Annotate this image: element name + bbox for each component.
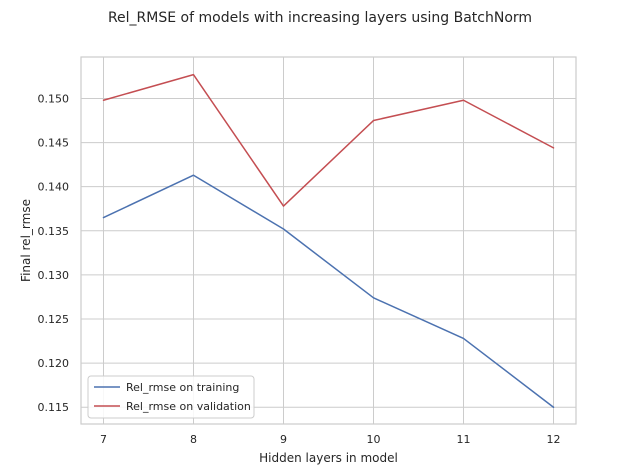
axis-ticks: 7 8 9 10 11 12 0.115 0.120 0.125 0.130 0.135 0.140 0… <box>38 92 561 446</box>
plot-series <box>102 73 555 408</box>
plot-area <box>80 56 577 425</box>
y-tick-label: 0.135 <box>38 225 70 238</box>
x-axis-label: Hidden layers in model <box>259 451 398 465</box>
x-tick-label: 9 <box>280 433 287 446</box>
series-line-2 <box>102 73 555 207</box>
y-tick-label: 0.120 <box>38 357 70 370</box>
legend-box <box>87 375 255 419</box>
legend-entry-1: Rel_rmse on training <box>126 381 239 394</box>
legend: Rel_rmse on training Rel_rmse on validati… <box>87 375 255 419</box>
grid <box>81 57 576 424</box>
y-axis-label: Final rel_rmse <box>19 199 33 282</box>
x-tick-label: 8 <box>190 433 197 446</box>
series-line-1 <box>102 174 555 408</box>
x-tick-label: 7 <box>100 433 107 446</box>
y-tick-label: 0.150 <box>38 92 70 105</box>
y-tick-label: 0.115 <box>38 401 70 414</box>
y-tick-label: 0.145 <box>38 137 70 150</box>
x-tick-label: 11 <box>457 433 471 446</box>
x-tick-label: 12 <box>547 433 561 446</box>
x-tick-label: 10 <box>367 433 381 446</box>
y-tick-label: 0.130 <box>38 269 70 282</box>
chart-title: Rel_RMSE of models with increasing layer… <box>108 10 532 26</box>
y-tick-label: 0.125 <box>38 313 70 326</box>
legend-entry-2: Rel_rmse on validation <box>126 400 251 413</box>
y-tick-label: 0.140 <box>38 181 70 194</box>
